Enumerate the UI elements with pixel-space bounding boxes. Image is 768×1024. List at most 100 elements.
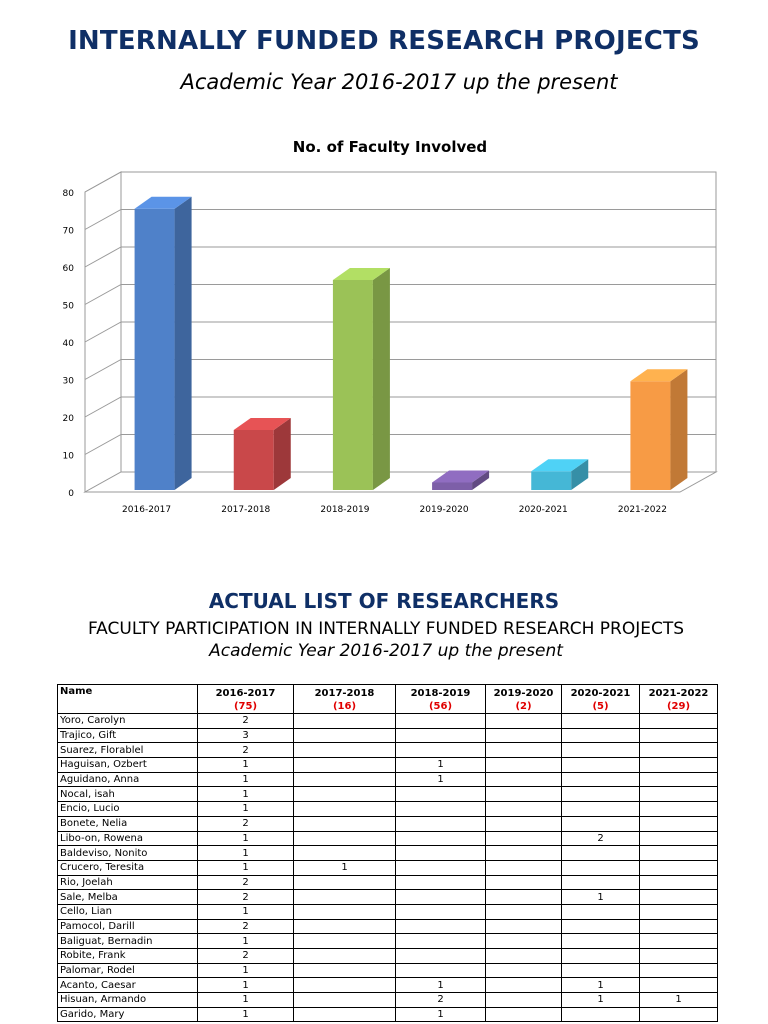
year-column-header: 2020-2021 (5)	[561, 684, 640, 714]
x-tick-label: 2021-2022	[618, 505, 667, 515]
gridline	[84, 359, 716, 380]
table-row: Aguidano, Anna 1 1	[57, 771, 718, 788]
section-subtitle-year: Academic Year 2016-2017 up the present	[209, 641, 563, 661]
x-tick-label: 2019-2020	[420, 505, 469, 515]
chart-title: No. of Faculty Involved	[292, 138, 488, 156]
participation-count	[395, 962, 486, 979]
participation-count: 2	[197, 918, 294, 935]
chart-bar-top	[233, 418, 291, 430]
year-column-header: 2017-2018 (16)	[293, 684, 396, 714]
participation-count	[485, 918, 562, 935]
table-row: Nocal, isah 1	[57, 786, 718, 803]
participation-count	[561, 859, 640, 876]
participation-count	[293, 903, 396, 920]
participation-count: 1	[395, 771, 486, 788]
table-row: Bonete, Nelia 2	[57, 815, 718, 832]
gridline	[84, 209, 716, 230]
participation-count	[293, 815, 396, 832]
table-row: Hisuan, Armando 1 2 1 1	[57, 992, 718, 1008]
participation-count	[561, 903, 640, 920]
x-tick-label: 2017-2018	[221, 505, 270, 515]
participation-count	[485, 859, 562, 876]
participation-count: 1	[197, 992, 294, 1008]
year-label: 2021-2022	[648, 688, 709, 699]
year-label: 2019-2020	[493, 688, 554, 699]
researcher-name: Sale, Melba	[57, 889, 198, 905]
participation-count: 1	[197, 859, 294, 876]
table-row: Sale, Melba 2 1	[57, 889, 718, 905]
participation-count	[639, 962, 718, 979]
participation-count: 1	[197, 1006, 294, 1023]
year-label: 2020-2021	[570, 688, 631, 699]
participation-count	[561, 742, 640, 759]
participation-count: 1	[395, 1006, 486, 1023]
participation-count	[639, 786, 718, 803]
participation-count	[395, 874, 486, 891]
participation-count	[485, 933, 562, 949]
participation-count	[395, 801, 486, 817]
participation-count	[395, 830, 486, 847]
participation-count	[561, 757, 640, 773]
participation-count	[561, 801, 640, 817]
chart-bar-top	[630, 369, 688, 382]
participation-count	[485, 889, 562, 905]
section-title: ACTUAL LIST OF RESEARCHERS	[208, 589, 560, 613]
participation-count	[293, 962, 396, 979]
chart-bar-top	[134, 196, 192, 209]
participation-count	[639, 933, 718, 949]
gridline	[84, 434, 716, 455]
participation-count	[293, 786, 396, 803]
participation-count	[485, 874, 562, 891]
participation-count	[561, 713, 640, 729]
participation-count: 1	[197, 801, 294, 817]
chart-bar-top	[432, 470, 490, 483]
participation-count	[485, 992, 562, 1008]
participation-count	[293, 1006, 396, 1023]
table-row: Rio, Joelah 2	[57, 874, 718, 891]
table-row: Cello, Lian 1	[57, 903, 718, 920]
participation-count	[293, 771, 396, 788]
researcher-name: Pamocol, Darill	[57, 918, 198, 935]
chart-bar	[630, 381, 671, 490]
participation-count	[485, 977, 562, 994]
participation-count	[639, 948, 718, 964]
participation-count	[293, 992, 396, 1008]
participation-count	[639, 1006, 718, 1023]
participation-count: 1	[197, 845, 294, 861]
table-row: Garido, Mary 1 1	[57, 1006, 718, 1023]
participation-count	[639, 713, 718, 729]
participation-count: 3	[197, 727, 294, 744]
researcher-name: Palomar, Rodel	[57, 962, 198, 979]
participation-count: 1	[395, 977, 486, 994]
year-total: (29)	[666, 701, 691, 712]
participation-count	[639, 889, 718, 905]
year-label: 2016-2017	[215, 688, 276, 699]
participation-count	[485, 771, 562, 788]
chart-bar	[233, 430, 274, 490]
gridline	[84, 396, 716, 418]
table-row: Yoro, Carolyn 2	[57, 713, 718, 729]
participation-count	[293, 933, 396, 949]
participation-count	[395, 933, 486, 949]
participation-count	[639, 830, 718, 847]
participation-count: 2	[561, 830, 640, 847]
researcher-name: Trajico, Gift	[57, 727, 198, 744]
participation-count	[395, 889, 486, 905]
participation-count	[561, 933, 640, 949]
researcher-name: Hisuan, Armando	[57, 992, 198, 1008]
chart-bar-side	[174, 196, 192, 490]
participation-count: 1	[197, 933, 294, 949]
year-total: (56)	[428, 701, 453, 712]
participation-count	[485, 948, 562, 964]
participation-count	[293, 742, 396, 759]
y-tick-label: 30	[63, 377, 75, 387]
year-label: 2017-2018	[314, 688, 375, 699]
participation-count	[485, 801, 562, 817]
participation-count	[561, 845, 640, 861]
researcher-name: Nocal, isah	[57, 786, 198, 803]
participation-count	[561, 918, 640, 935]
participation-count: 1	[197, 757, 294, 773]
participation-count	[639, 815, 718, 832]
chart-bar-top	[531, 459, 589, 472]
